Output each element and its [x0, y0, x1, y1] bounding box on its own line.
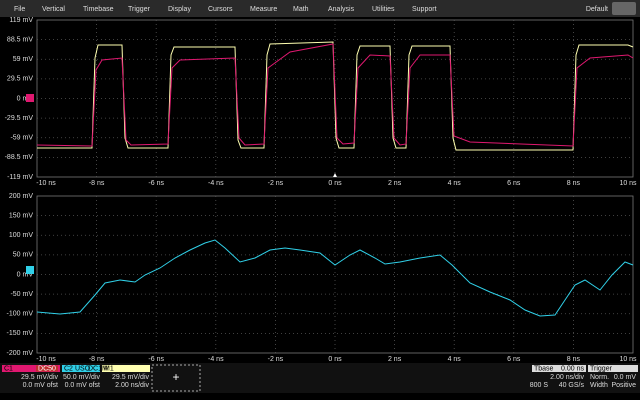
m1-scale: 29.5 mV/div [112, 374, 149, 381]
x-tick-label: 2 ns [388, 356, 402, 363]
menu-item[interactable]: Analysis [328, 6, 355, 13]
y-tick-label: 88.5 mV [7, 36, 33, 43]
c2-coupling: DC1M [88, 365, 108, 372]
y-tick-label: 200 mV [9, 193, 33, 200]
trigger-marker [333, 173, 337, 177]
default-button[interactable]: Default [586, 6, 608, 13]
trigger-polarity: Positive [611, 382, 636, 389]
grids: 119 mV 88.5 mV 59 mV 29.5 mV 0 mV -29.5 mV -59… [5, 17, 637, 363]
y-tick-label: -119 mV [7, 174, 33, 181]
tbase-header[interactable] [532, 365, 586, 372]
tbase-rate: 40 GS/s [559, 382, 585, 389]
trigger-header[interactable] [588, 365, 638, 372]
y-tick-label: -150 mV [7, 330, 34, 337]
menu-item[interactable]: Timebase [83, 6, 114, 13]
trigger-label: Trigger [590, 365, 613, 372]
x-tick-label: -6 ns [148, 180, 164, 187]
menu-item[interactable]: Cursors [208, 6, 233, 13]
c1-label: C1 [4, 365, 13, 372]
y-tick-label: -200 mV [7, 350, 34, 357]
y-tick-label: 59 mV [13, 56, 34, 63]
x-tick-label: 6 ns [507, 180, 521, 187]
c2-offset-marker [26, 266, 34, 274]
m1-label: M1 [104, 365, 114, 372]
y-tick-label: -100 mV [7, 311, 34, 318]
x-tick-label: 2 ns [388, 180, 402, 187]
m1-header[interactable] [102, 365, 150, 372]
tbase-samples: 800 S [530, 382, 549, 389]
c1-coupling-tag [36, 365, 58, 372]
c1-scale: 29.5 mV/div [21, 374, 58, 381]
x-tick-label: 8 ns [567, 180, 581, 187]
y-tick-label: -88.5 mV [5, 154, 34, 161]
y-tick-label: 50 mV [13, 252, 34, 259]
menu-item[interactable]: Trigger [128, 6, 151, 13]
x-tick-label: 10 ns [619, 180, 637, 187]
add-label[interactable]: + [172, 370, 179, 384]
x-tick-label: -10 ns [36, 180, 56, 187]
y-tick-label: 150 mV [9, 212, 33, 219]
c2-mode: USO [75, 365, 91, 372]
c2-header[interactable] [62, 365, 100, 372]
c1-trace [36, 43, 634, 147]
menu-items: File Vertical Timebase Trigger Display Cursor… [14, 6, 437, 13]
c1-coupling: DC50 [38, 365, 56, 372]
menu-item[interactable]: Vertical [42, 6, 65, 13]
x-tick-label: -8 ns [89, 180, 105, 187]
y-tick-label: 0 mV [17, 95, 34, 102]
x-tick-label: 8 ns [567, 356, 581, 363]
y-tick-label: 119 mV [9, 17, 33, 24]
c2-scale: 50.0 mV/div [63, 374, 100, 381]
x-tick-label: -6 ns [148, 356, 164, 363]
m1-timebase: 2.00 ns/div [115, 382, 149, 389]
menu-item[interactable]: Display [168, 6, 191, 13]
trigger-mode: Norm. [590, 374, 609, 381]
y-tick-label: 0 mV [17, 271, 34, 278]
x-tick-label: -8 ns [89, 356, 105, 363]
x-tick-label: -2 ns [268, 356, 284, 363]
x-tick-label: -4 ns [208, 356, 224, 363]
x-tick-label: 0 ns [328, 356, 342, 363]
x-tick-label: 0 ns [328, 180, 342, 187]
c1-header[interactable] [2, 365, 60, 372]
add-button[interactable] [151, 364, 201, 392]
menu-item[interactable]: Math [293, 6, 309, 13]
c2-offset: 0.0 mV ofst [65, 382, 100, 389]
y-tick-label: 100 mV [9, 232, 33, 239]
footer [0, 393, 640, 400]
tbase-scale: 2.00 ns/div [550, 374, 584, 381]
trigger-level: 0.0 mV [614, 374, 637, 381]
x-tick-label: 10 ns [619, 356, 637, 363]
m1-trace [37, 41, 634, 151]
trigger-type: Width [590, 382, 608, 389]
x-tick-label: 4 ns [448, 180, 462, 187]
y-tick-label: -59 mV [10, 135, 33, 142]
c1-offset: 0.0 mV ofst [23, 382, 58, 389]
c2-label: C2 [64, 365, 73, 372]
y-tick-label: -50 mV [10, 291, 33, 298]
x-tick-label: -2 ns [268, 180, 284, 187]
x-tick-label: -4 ns [208, 180, 224, 187]
x-tick-label: 4 ns [448, 356, 462, 363]
menu-item[interactable]: Measure [250, 6, 277, 13]
c2-trace [36, 239, 634, 317]
logo-button[interactable] [612, 2, 636, 15]
menu-item[interactable]: File [14, 6, 25, 13]
x-tick-label: 6 ns [507, 356, 521, 363]
tbase-label: Tbase [534, 365, 554, 372]
y-tick-label: -29.5 mV [5, 115, 34, 122]
y-tick-label: 29.5 mV [7, 76, 33, 83]
x-tick-label: -10 ns [36, 356, 56, 363]
menu-item[interactable]: Support [412, 6, 437, 13]
c1-offset-marker [26, 94, 34, 102]
menu-bar [0, 0, 640, 17]
tbase-delay: 0.00 ns [561, 365, 584, 372]
menu-item[interactable]: Utilities [372, 6, 395, 13]
